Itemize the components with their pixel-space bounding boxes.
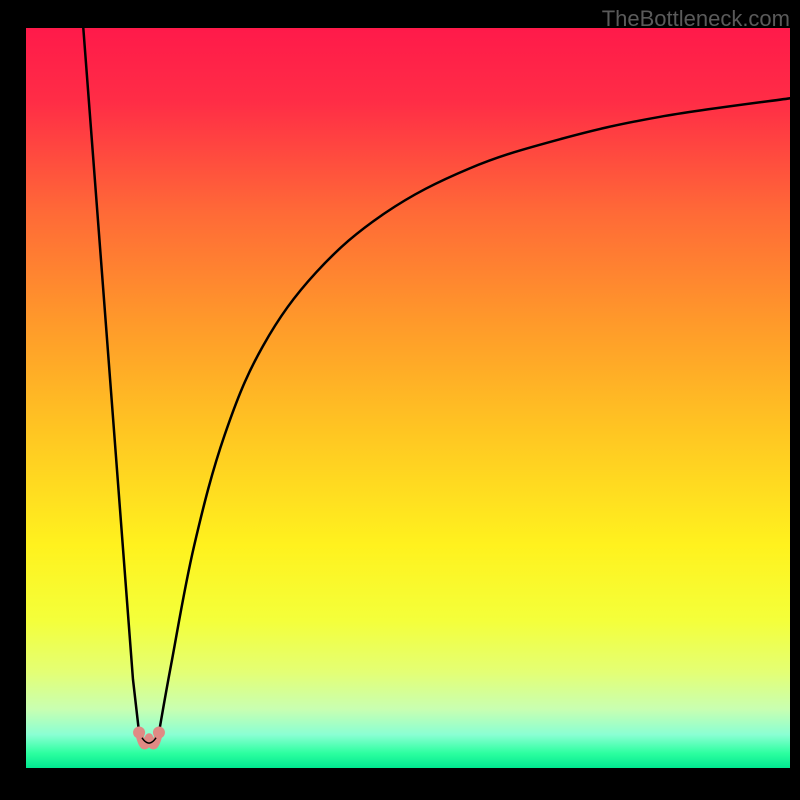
watermark-text: TheBottleneck.com <box>602 6 790 32</box>
curve-marker-0 <box>133 726 145 738</box>
chart-frame: TheBottleneck.com <box>0 0 800 800</box>
gradient-background <box>26 28 790 768</box>
curve-marker-1 <box>153 726 165 738</box>
plot-area <box>26 28 790 768</box>
